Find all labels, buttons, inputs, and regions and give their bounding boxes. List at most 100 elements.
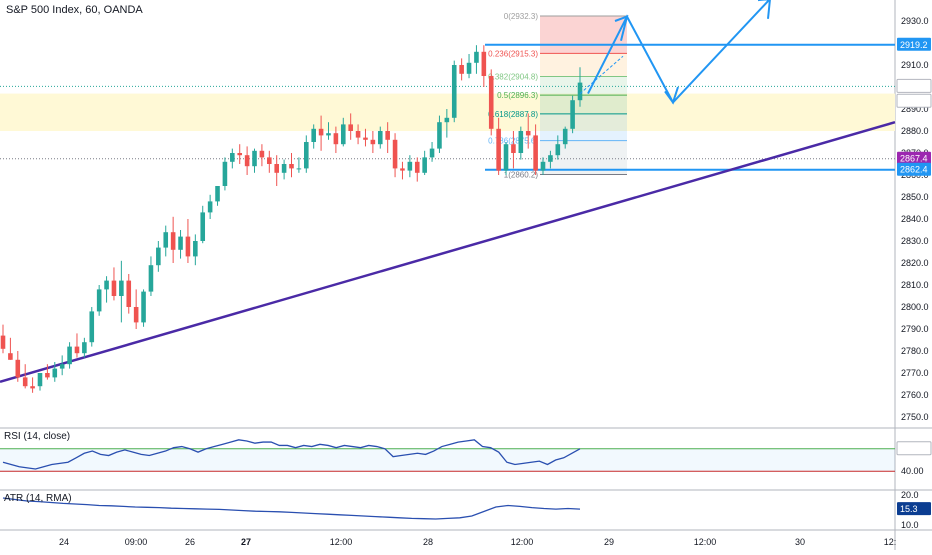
price-tick: 2800.0 (901, 302, 929, 312)
atr-value-badge-text: 15.3 (900, 504, 918, 514)
candle-body (230, 153, 235, 162)
fib-level-label: 0.618(2887.8) (488, 110, 538, 119)
atr-value-badge (897, 502, 931, 516)
price-badge (896, 78, 932, 93)
candlestick-series (0, 45, 583, 393)
rsi-pane: 40.00 (0, 439, 924, 476)
candle-body (414, 161, 420, 173)
fib-zone (540, 95, 627, 114)
candle-body (274, 164, 279, 173)
rsi-line (2, 439, 581, 470)
candle-body (496, 128, 501, 171)
candle-body (355, 131, 361, 138)
candle-body (333, 133, 339, 145)
time-axis: 24 09:00 26 27 12:00 28 12:00 29 12:00 30 12: (59, 537, 896, 547)
candle-body (422, 157, 427, 173)
candle-body (207, 201, 213, 213)
candle-body (503, 144, 509, 171)
candle-body (363, 137, 368, 140)
fib-level-label: 0.382(2904.8) (488, 72, 538, 81)
price-badge-text: 00:25 (900, 96, 923, 106)
fib-zone (540, 113, 627, 141)
rsi-tick: 40.00 (901, 466, 924, 476)
candle-body (22, 377, 28, 387)
candle-body (392, 139, 398, 169)
candle-body (451, 65, 457, 118)
candle-body (370, 139, 376, 145)
price-badge (897, 162, 931, 176)
candle-body (533, 135, 538, 171)
candle-body (74, 346, 80, 354)
price-tick: 2890.0 (901, 104, 929, 114)
support-zone (0, 93, 895, 131)
fib-zone (540, 15, 627, 54)
candle-body (348, 124, 353, 131)
horizontal-levels (0, 43, 895, 171)
time-tick: 24 (59, 537, 69, 547)
candle-body (244, 155, 250, 167)
atr-label: ATR (14, RMA) (4, 493, 72, 504)
candle-body (45, 373, 50, 378)
candle-body (518, 131, 524, 153)
candle-body (296, 168, 302, 170)
price-tick: 2910.0 (901, 60, 929, 70)
price-tick: 2840.0 (901, 214, 929, 224)
candle-body (111, 280, 117, 296)
price-badge (896, 93, 932, 108)
candle-body (59, 364, 65, 369)
price-tick: 2820.0 (901, 258, 929, 268)
candle-body (37, 373, 43, 387)
candle-body (304, 142, 309, 169)
candle-body (437, 122, 442, 149)
candle-body (148, 265, 154, 292)
candle-body (377, 131, 383, 145)
price-tick: 2880.0 (901, 126, 929, 136)
candle-body (548, 155, 553, 162)
candle-body (525, 131, 531, 136)
time-tick: 28 (423, 537, 433, 547)
trendline (0, 120, 896, 384)
candle-body (540, 161, 546, 171)
candle-body (289, 164, 294, 169)
candle-body (570, 100, 575, 129)
fib-zone (540, 76, 627, 96)
candle-body (466, 62, 472, 74)
fib-level-label: 0(2932.3) (504, 12, 539, 21)
price-badge-text: 2862.4 (900, 165, 928, 175)
price-badge-text: 2867.4 (900, 154, 928, 164)
candle-body (318, 128, 324, 136)
rsi-value-badge (896, 441, 932, 456)
fib-level-label: 1(2860.2) (504, 171, 539, 180)
candle-body (141, 291, 146, 323)
candle-body (511, 144, 516, 153)
symbol-title: S&P 500 Index, 60, OANDA (6, 4, 143, 16)
atr-tick: 20.0 (901, 490, 919, 500)
candle-body (185, 236, 191, 257)
candle-body (119, 280, 124, 296)
time-tick: 12:00 (330, 537, 353, 547)
candle-body (222, 161, 228, 186)
uptrend-line (0, 120, 896, 384)
candle-body (126, 280, 132, 307)
fib-zone (540, 53, 627, 77)
projection-arrows (579, 0, 771, 105)
candle-body (400, 168, 405, 171)
arrowhead (664, 86, 679, 105)
price-tick: 2810.0 (901, 280, 929, 290)
candle-body (429, 148, 435, 158)
price-tick: 2930.0 (901, 16, 929, 26)
candle-body (481, 51, 487, 76)
time-tick: 30 (795, 537, 805, 547)
candle-body (281, 164, 287, 173)
price-tick: 2770.0 (901, 368, 929, 378)
candle-body (30, 386, 35, 389)
candle-body (326, 133, 331, 136)
candle-body (67, 346, 72, 365)
candle-body (156, 247, 161, 266)
arrowhead (757, 0, 771, 19)
price-axis: 2930.02920.02910.02900.02890.02880.02870… (901, 16, 929, 422)
